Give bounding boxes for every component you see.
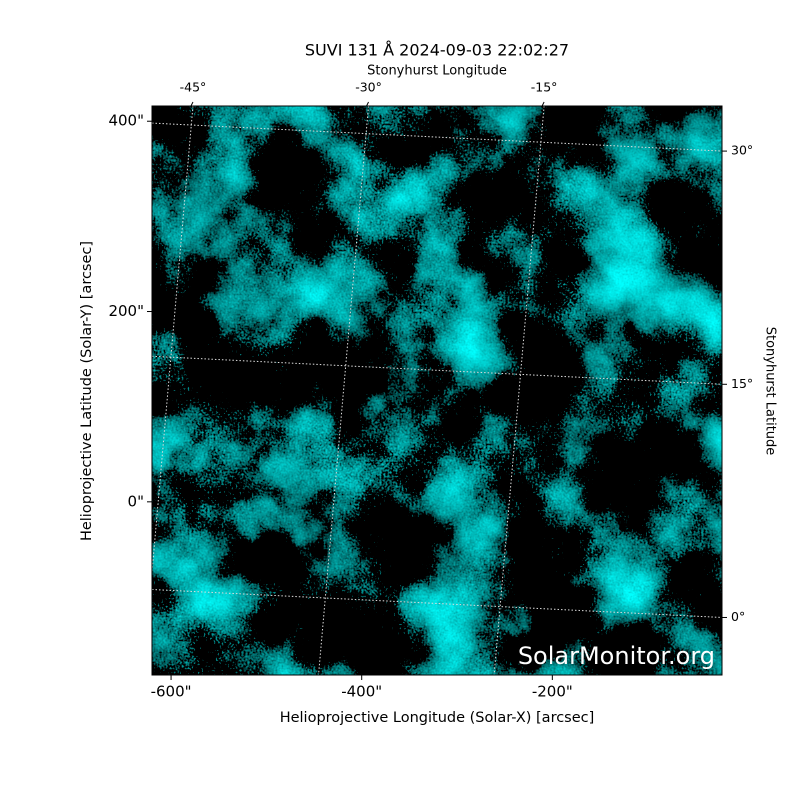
x-tick-label: -200" bbox=[532, 683, 573, 701]
x-axis-label: Helioprojective Longitude (Solar-X) [arc… bbox=[280, 710, 595, 726]
y2-axis-label: Stonyhurst Latitude bbox=[763, 327, 778, 456]
x2-tick-label: -45° bbox=[180, 80, 207, 95]
chart-title: SUVI 131 Å 2024-09-03 22:02:27 bbox=[305, 41, 569, 60]
y-tick-label: 0" bbox=[128, 492, 144, 510]
x2-tick bbox=[366, 101, 369, 107]
y2-tick-label: 15° bbox=[731, 376, 753, 391]
grid-line bbox=[318, 106, 370, 675]
x2-axis-label: Stonyhurst Longitude bbox=[367, 64, 507, 79]
x2-tick bbox=[541, 101, 545, 107]
watermark: SolarMonitor.org bbox=[518, 642, 715, 670]
y2-tick-label: 0° bbox=[731, 609, 745, 624]
image-area bbox=[152, 106, 722, 675]
x-tick-label: -600" bbox=[151, 683, 192, 701]
grid bbox=[152, 106, 722, 675]
x-tick-label: -400" bbox=[341, 683, 382, 701]
solar-image bbox=[152, 106, 722, 675]
x2-tick bbox=[190, 101, 194, 107]
x2-tick-label: -30° bbox=[355, 80, 382, 95]
y2-tick-label: 30° bbox=[731, 143, 753, 158]
grid-line bbox=[152, 355, 722, 385]
grid-line bbox=[493, 106, 545, 675]
plot-frame bbox=[151, 105, 723, 676]
y-tick-label: 400" bbox=[108, 112, 144, 130]
x2-tick-label: -15° bbox=[531, 80, 558, 95]
y-tick-label: 200" bbox=[108, 302, 144, 320]
y-axis-label: Helioprojective Latitude (Solar-Y) [arcs… bbox=[79, 241, 95, 541]
grid-line bbox=[152, 122, 722, 152]
grid-line bbox=[152, 106, 194, 578]
grid-line bbox=[152, 588, 722, 618]
